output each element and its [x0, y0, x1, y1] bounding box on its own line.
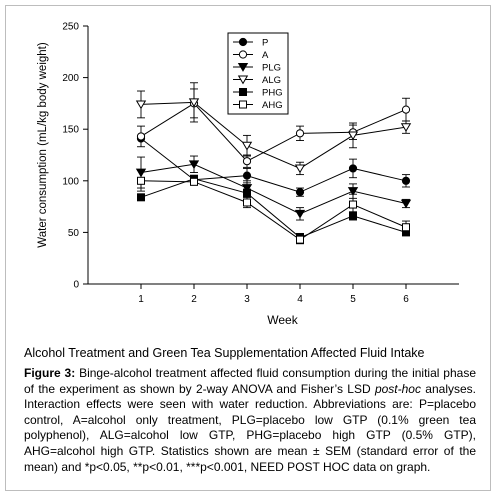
point-ahg [243, 198, 251, 207]
caption-text-b: analyses. Interaction effects were seen … [24, 381, 476, 474]
series-line-a [140, 102, 407, 162]
caption-label: Figure 3: [24, 366, 76, 380]
point-a [401, 105, 411, 114]
legend-marker-ahg [239, 100, 247, 109]
legend-marker-plg [237, 63, 249, 72]
point-phg [137, 193, 145, 202]
point-p [348, 164, 358, 173]
point-phg [243, 189, 251, 198]
x-tick-label: 3 [244, 294, 250, 305]
y-tick-label: 200 [62, 73, 79, 84]
point-plg [347, 187, 359, 196]
legend-box [227, 32, 289, 115]
caption-italic: post-hoc [374, 381, 421, 396]
point-a [295, 129, 305, 138]
y-tick-label: 0 [73, 280, 79, 291]
point-ahg [190, 177, 198, 186]
legend-marker-alg [237, 75, 249, 85]
point-alg [294, 164, 306, 174]
point-plg [294, 209, 306, 219]
series-line-ahg [140, 180, 407, 241]
y-tick-label: 50 [68, 228, 80, 239]
point-a [242, 157, 252, 166]
x-tick-label: 1 [138, 294, 144, 305]
legend-label-ahg: AHG [262, 100, 283, 111]
point-alg [241, 141, 253, 151]
legend-label-a: A [262, 50, 269, 61]
point-phg [349, 211, 357, 220]
x-tick-label: 6 [403, 294, 409, 305]
x-axis-label: Week [267, 313, 298, 327]
point-plg [188, 160, 200, 170]
point-ahg [296, 235, 304, 244]
line-chart: 0 50 100 150 200 250 1 2 3 4 5 6 Week Water consumpti… [37, 22, 459, 327]
legend-marker-p [238, 37, 248, 47]
point-plg [241, 184, 253, 193]
x-tick-label: 4 [297, 294, 303, 305]
point-a [136, 132, 146, 141]
x-tick-label: 5 [350, 294, 356, 305]
x-tick-label: 2 [191, 294, 197, 305]
y-tick-label: 150 [62, 125, 79, 136]
legend-marker-phg [239, 88, 247, 96]
point-plg [135, 168, 147, 178]
y-axis-label: Water consumption (mL/kg body weight) [37, 42, 49, 248]
point-ahg [349, 200, 357, 209]
series-line-phg [140, 178, 407, 239]
legend-label-phg: PHG [262, 88, 283, 99]
series-line-alg [140, 101, 407, 169]
legend-label-plg: PLG [262, 63, 281, 74]
legend-marker-a [238, 50, 248, 59]
legend-label-alg: ALG [262, 75, 281, 86]
series-line-plg [140, 163, 407, 215]
point-p [242, 171, 252, 180]
figure-caption: Figure 3: Binge-alcohol treatment affect… [24, 366, 476, 475]
series-line-p [140, 138, 407, 193]
y-tick-label: 250 [62, 22, 79, 33]
point-alg [188, 98, 200, 108]
y-tick-label: 100 [62, 176, 79, 187]
point-p [295, 188, 305, 197]
legend-label-p: P [262, 38, 268, 49]
point-ahg [402, 223, 410, 232]
point-p [401, 176, 411, 185]
point-alg [400, 123, 412, 132]
figure-panel: 0 50 100 150 200 250 1 2 3 4 5 6 Week Water consumpti… [5, 5, 491, 491]
point-alg [135, 100, 147, 110]
point-ahg [137, 176, 145, 185]
point-plg [400, 199, 412, 209]
point-alg [347, 131, 359, 141]
caption-text-a: Binge-alcohol treatment affected fluid c… [24, 366, 476, 396]
figure-subtitle: Alcohol Treatment and Green Tea Suppleme… [24, 346, 425, 360]
